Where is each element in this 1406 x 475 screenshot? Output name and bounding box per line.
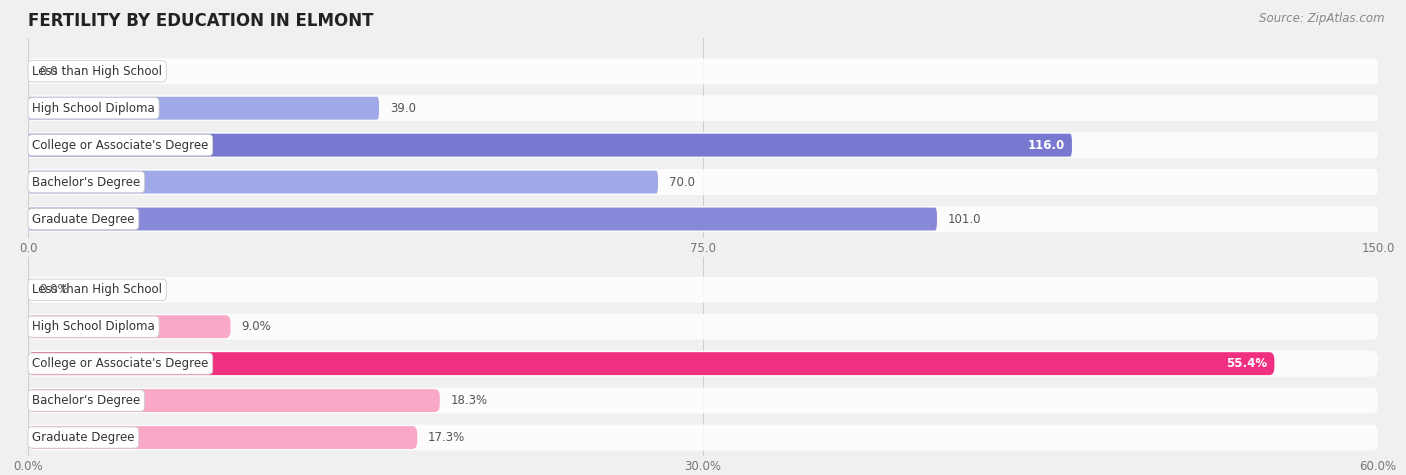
Text: Less than High School: Less than High School <box>32 283 162 296</box>
Text: 0.0%: 0.0% <box>39 283 69 296</box>
FancyBboxPatch shape <box>28 171 658 193</box>
FancyBboxPatch shape <box>28 352 1274 375</box>
FancyBboxPatch shape <box>28 208 936 230</box>
FancyBboxPatch shape <box>28 314 1378 340</box>
Text: 9.0%: 9.0% <box>242 320 271 333</box>
FancyBboxPatch shape <box>28 315 231 338</box>
Text: Graduate Degree: Graduate Degree <box>32 431 135 444</box>
Text: 0.0: 0.0 <box>39 65 58 78</box>
Text: Source: ZipAtlas.com: Source: ZipAtlas.com <box>1260 12 1385 25</box>
Text: 17.3%: 17.3% <box>427 431 465 444</box>
Text: 18.3%: 18.3% <box>450 394 488 407</box>
FancyBboxPatch shape <box>28 132 1378 158</box>
FancyBboxPatch shape <box>28 277 1378 303</box>
Text: 55.4%: 55.4% <box>1226 357 1268 370</box>
Text: Less than High School: Less than High School <box>32 65 162 78</box>
FancyBboxPatch shape <box>28 351 1378 377</box>
FancyBboxPatch shape <box>28 133 1071 157</box>
Text: 39.0: 39.0 <box>389 102 416 114</box>
Text: High School Diploma: High School Diploma <box>32 320 155 333</box>
FancyBboxPatch shape <box>28 206 1378 232</box>
FancyBboxPatch shape <box>28 425 1378 450</box>
Text: College or Associate's Degree: College or Associate's Degree <box>32 139 208 152</box>
Text: FERTILITY BY EDUCATION IN ELMONT: FERTILITY BY EDUCATION IN ELMONT <box>28 12 374 30</box>
Text: High School Diploma: High School Diploma <box>32 102 155 114</box>
FancyBboxPatch shape <box>28 389 440 412</box>
FancyBboxPatch shape <box>28 388 1378 414</box>
Text: Bachelor's Degree: Bachelor's Degree <box>32 176 141 189</box>
FancyBboxPatch shape <box>28 97 380 120</box>
Text: Graduate Degree: Graduate Degree <box>32 212 135 226</box>
FancyBboxPatch shape <box>28 169 1378 195</box>
Text: 70.0: 70.0 <box>669 176 695 189</box>
Text: College or Associate's Degree: College or Associate's Degree <box>32 357 208 370</box>
Text: Bachelor's Degree: Bachelor's Degree <box>32 394 141 407</box>
FancyBboxPatch shape <box>28 58 1378 84</box>
Text: 116.0: 116.0 <box>1028 139 1066 152</box>
FancyBboxPatch shape <box>28 426 418 449</box>
Text: 101.0: 101.0 <box>948 212 981 226</box>
FancyBboxPatch shape <box>28 95 1378 121</box>
